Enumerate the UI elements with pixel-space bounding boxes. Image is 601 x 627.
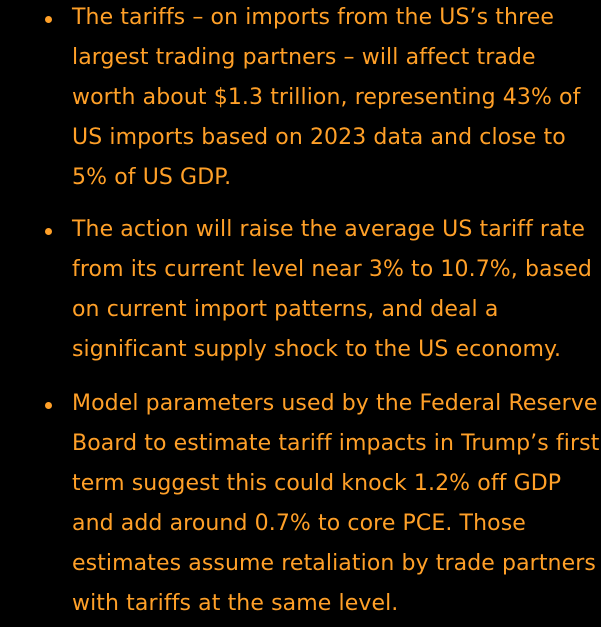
bullet-dot-icon [45,402,52,409]
bullet-dot-icon [45,228,52,235]
bullet-text: Model parameters used by the Federal Res… [72,391,600,616]
bullet-dot-icon [45,16,52,23]
bullet-text: The action will raise the average US tar… [72,217,592,362]
bullet-text: The tariffs – on imports from the US’s t… [72,5,581,190]
